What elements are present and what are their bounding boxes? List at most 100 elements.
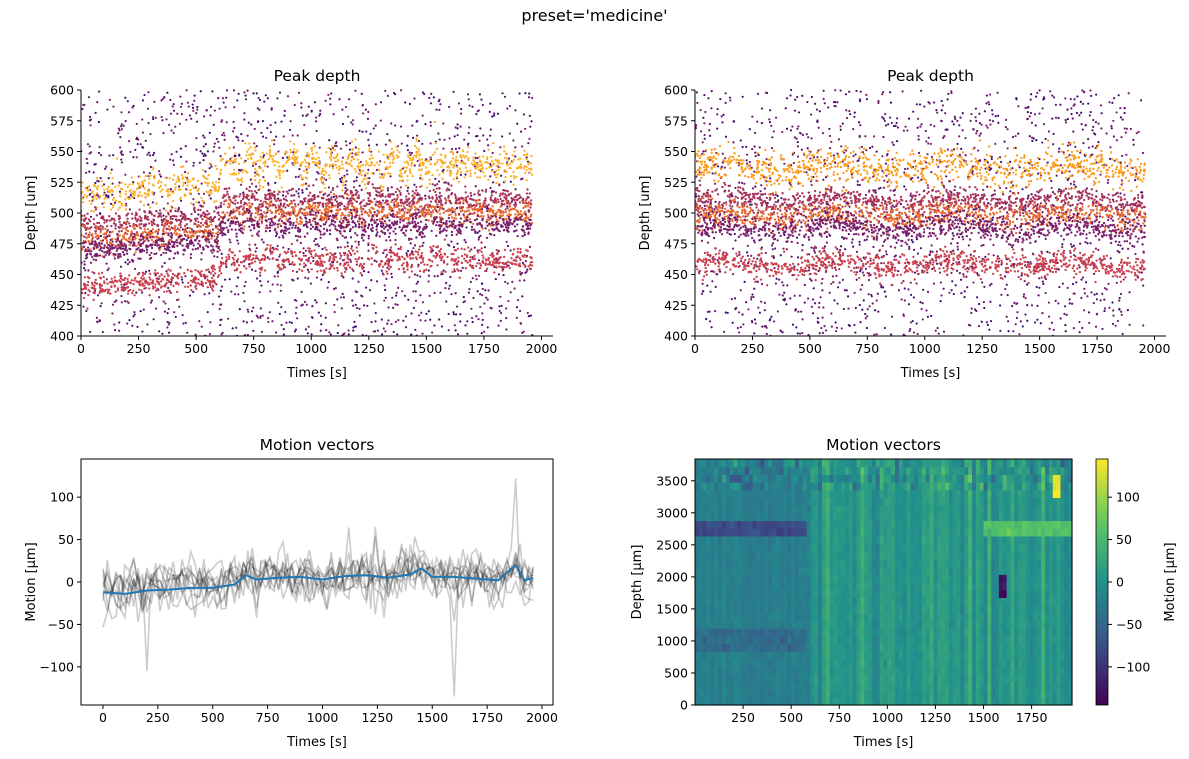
spike-point xyxy=(181,314,184,317)
spike-point xyxy=(118,181,121,184)
spike-point xyxy=(333,144,337,147)
spike-point xyxy=(208,167,211,170)
band-point xyxy=(131,182,134,186)
band-point xyxy=(308,218,311,222)
band-point xyxy=(105,241,109,245)
band-point xyxy=(491,205,494,208)
spike-point xyxy=(481,318,484,322)
band-point xyxy=(358,202,362,205)
band-point xyxy=(253,179,257,182)
band-point xyxy=(467,159,470,162)
band-point xyxy=(446,209,449,212)
spike-point xyxy=(181,281,184,284)
spike-point xyxy=(133,310,136,314)
spike-point xyxy=(170,129,173,132)
spike-point xyxy=(371,229,374,233)
band-point xyxy=(239,201,243,205)
spike-point xyxy=(153,100,156,103)
spike-point xyxy=(489,134,492,137)
band-point xyxy=(312,202,315,206)
spike-point xyxy=(482,134,485,137)
spike-point xyxy=(514,155,517,158)
spike-point xyxy=(213,255,216,258)
band-point xyxy=(441,177,444,180)
band-point xyxy=(388,219,391,222)
spike-point xyxy=(279,284,282,287)
spike-point xyxy=(96,294,100,297)
band-point xyxy=(530,154,533,158)
spike-point xyxy=(464,173,467,176)
spike-point xyxy=(188,294,192,297)
band-point xyxy=(329,158,333,162)
spike-point xyxy=(338,98,341,101)
band-point xyxy=(278,177,282,180)
band-point xyxy=(411,217,415,221)
band-point xyxy=(482,215,485,218)
spike-point xyxy=(519,130,523,133)
spike-point xyxy=(270,107,273,110)
spike-point xyxy=(237,92,240,96)
spike-point xyxy=(305,114,308,117)
band-point xyxy=(157,238,160,242)
band-point xyxy=(387,157,390,161)
band-point xyxy=(370,154,373,157)
spike-point xyxy=(124,120,127,123)
band-point xyxy=(200,196,203,199)
band-point xyxy=(310,199,313,202)
spike-point xyxy=(304,328,308,331)
spike-point xyxy=(83,263,86,266)
band-point xyxy=(149,211,153,214)
band-point xyxy=(367,199,370,202)
band-point xyxy=(134,223,138,227)
band-point xyxy=(94,224,97,227)
band-point xyxy=(332,148,335,151)
band-point xyxy=(185,245,188,248)
spike-point xyxy=(437,180,441,183)
band-point xyxy=(416,192,419,195)
band-point xyxy=(484,188,488,191)
band-point xyxy=(257,213,260,216)
spike-point xyxy=(206,150,210,153)
band-point xyxy=(172,191,175,194)
band-point xyxy=(179,210,182,213)
band-point xyxy=(483,199,486,203)
band-point xyxy=(83,193,86,197)
band-point xyxy=(246,203,249,206)
band-point xyxy=(362,169,365,172)
spike-point xyxy=(341,292,344,295)
band-point xyxy=(257,181,261,184)
band-point xyxy=(153,252,156,256)
band-point xyxy=(129,232,133,235)
band-point xyxy=(485,167,488,170)
band-point xyxy=(215,241,219,245)
band-point xyxy=(151,166,155,169)
band-point xyxy=(278,236,281,239)
spike-point xyxy=(454,126,457,129)
band-point xyxy=(262,185,265,189)
band-point xyxy=(317,156,320,159)
spike-point xyxy=(396,303,399,306)
band-point xyxy=(312,184,315,187)
spike-point xyxy=(371,183,374,186)
spike-point xyxy=(213,109,216,112)
spike-point xyxy=(395,291,398,294)
band-point xyxy=(150,222,154,225)
band-point xyxy=(150,251,153,255)
band-point xyxy=(118,206,122,209)
spike-point xyxy=(222,232,225,235)
band-point xyxy=(357,147,360,151)
spike-point xyxy=(220,252,223,255)
spike-point xyxy=(279,202,282,205)
band-point xyxy=(243,225,246,228)
band-point xyxy=(230,156,233,159)
band-point xyxy=(112,196,116,200)
band-point xyxy=(404,169,407,173)
band-point xyxy=(422,209,425,213)
spike-point xyxy=(457,102,461,105)
band-point xyxy=(193,209,196,212)
spike-point xyxy=(385,277,388,280)
band-point xyxy=(484,227,487,230)
band-point xyxy=(295,214,298,218)
band-point xyxy=(505,211,508,214)
spike-point xyxy=(421,114,424,117)
